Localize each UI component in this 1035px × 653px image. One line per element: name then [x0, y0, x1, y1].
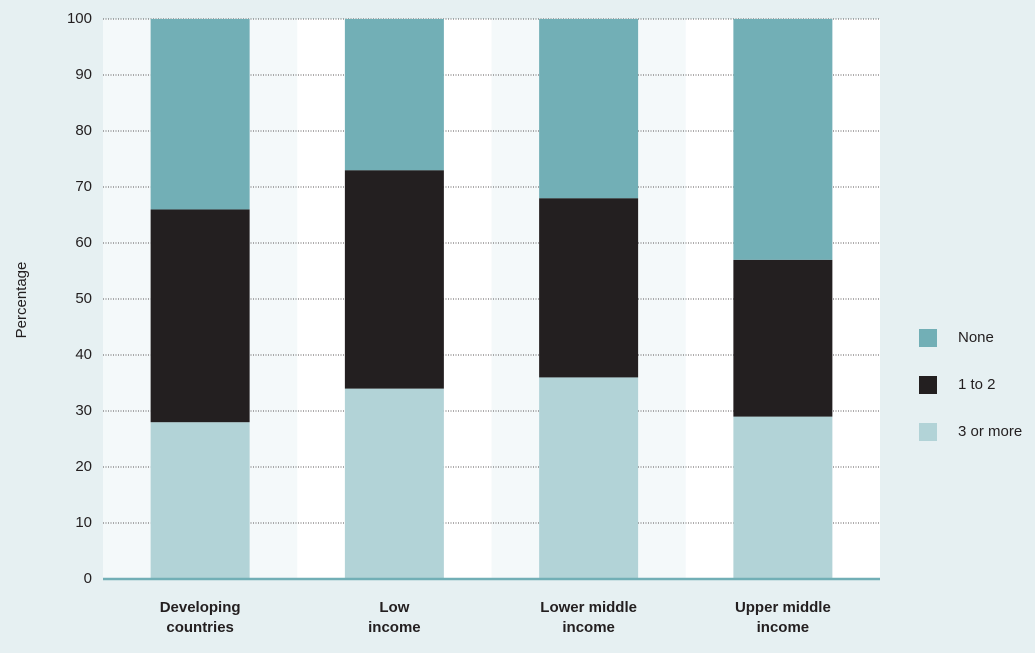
y-tick-label: 30	[75, 402, 92, 419]
legend-label: 3 or more	[958, 423, 1022, 440]
bar-segment	[150, 209, 250, 423]
bar-segment	[539, 377, 639, 579]
y-tick-label: 60	[75, 234, 92, 251]
y-axis-label: Percentage	[13, 262, 30, 339]
y-tick-label: 80	[75, 122, 92, 139]
y-tick-label: 100	[67, 10, 92, 27]
bar-segment	[539, 198, 639, 378]
x-tick-label: Low income	[368, 599, 421, 636]
bar-segment	[733, 259, 833, 417]
y-tick-label: 40	[75, 346, 92, 363]
y-tick-label: 90	[75, 66, 92, 83]
legend-swatch	[919, 376, 937, 394]
bar-segment	[733, 416, 833, 579]
y-tick-label: 70	[75, 178, 92, 195]
x-tick-label: Developing countries	[160, 599, 241, 636]
bar-segment	[344, 388, 444, 579]
bar-segment	[344, 170, 444, 389]
bar-segment	[539, 19, 639, 199]
y-tick-label: 50	[75, 290, 92, 307]
y-tick-label: 0	[84, 570, 92, 587]
bar-segment	[733, 19, 833, 260]
legend-swatch	[919, 423, 937, 441]
x-tick-label: Upper middle income	[735, 599, 831, 636]
legend-swatch	[919, 329, 937, 347]
y-tick-label: 20	[75, 458, 92, 475]
y-tick-label: 10	[75, 514, 92, 531]
x-tick-label: Lower middle income	[540, 599, 637, 636]
legend-label: 1 to 2	[958, 376, 996, 393]
bar-segment	[344, 19, 444, 171]
legend-label: None	[958, 329, 994, 346]
bar-segment	[150, 19, 250, 210]
bar-segment	[150, 422, 250, 579]
